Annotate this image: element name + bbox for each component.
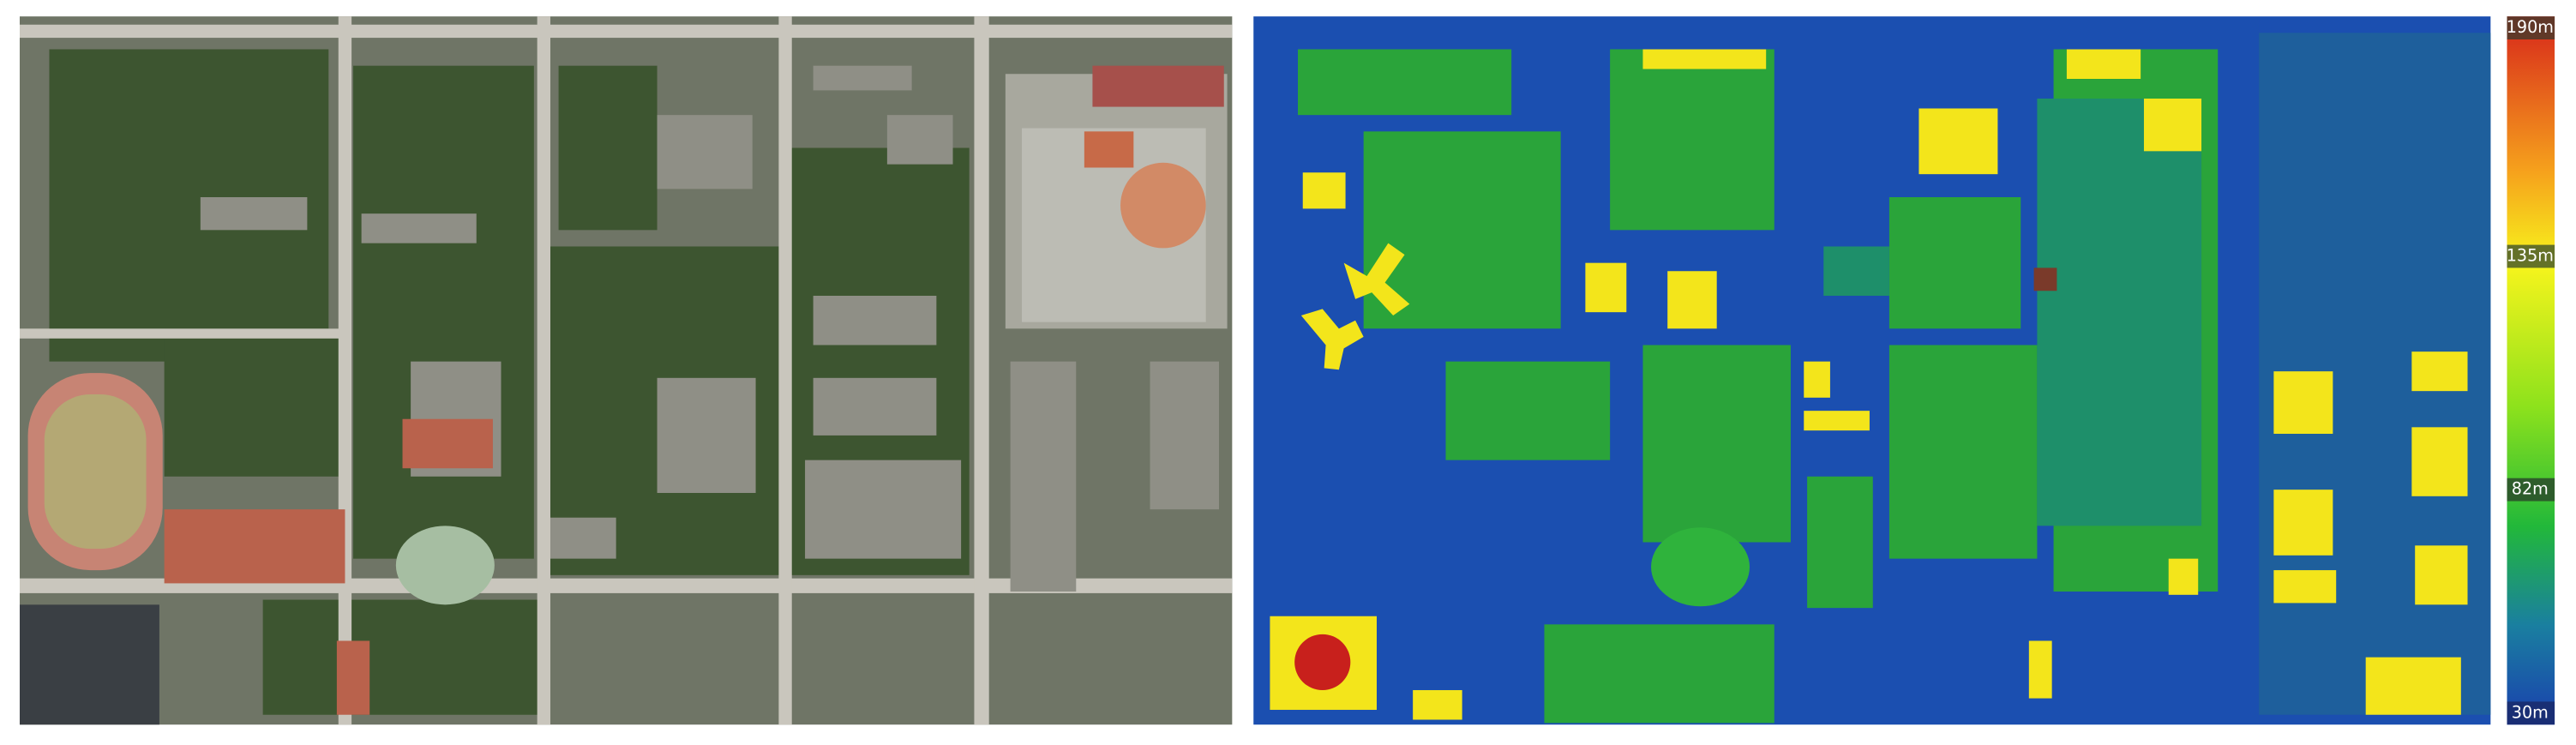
aerial-photo — [19, 16, 1233, 725]
legend-label: 82m — [2512, 479, 2549, 499]
color-bar: 190m 135m 82m 30m — [2507, 16, 2555, 725]
legend-label: 30m — [2512, 702, 2549, 722]
legend-label: 190m — [2507, 17, 2554, 37]
legend-label: 135m — [2507, 245, 2554, 265]
height-map — [1253, 16, 2491, 725]
